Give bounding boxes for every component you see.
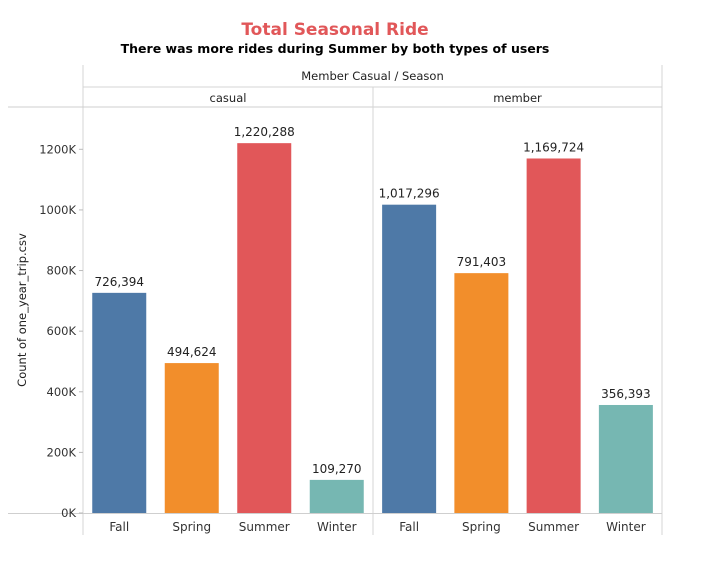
bar-member-summer	[526, 158, 581, 513]
x-tick-label-member-summer: Summer	[528, 520, 579, 534]
data-label-casual-summer: 1,220,288	[234, 125, 295, 139]
y-tick-label: 1000K	[39, 203, 76, 217]
y-tick-label: 400K	[47, 385, 77, 399]
data-label-member-summer: 1,169,724	[523, 140, 584, 154]
x-tick-label-casual-winter: Winter	[317, 520, 357, 534]
x-tick-label-member-winter: Winter	[606, 520, 646, 534]
bar-casual-fall	[92, 292, 147, 513]
chart-subtitle: There was more rides during Summer by bo…	[120, 41, 550, 56]
y-tick-label: 1200K	[39, 142, 76, 156]
data-label-casual-spring: 494,624	[167, 345, 217, 359]
bar-casual-summer	[237, 143, 292, 513]
data-label-casual-fall: 726,394	[94, 275, 144, 289]
bar-member-winter	[598, 404, 653, 513]
bar-casual-winter	[309, 479, 364, 513]
data-label-member-fall: 1,017,296	[379, 187, 440, 201]
panel-header-casual: casual	[210, 91, 247, 105]
y-tick-label: 600K	[47, 324, 77, 338]
chart-title: Total Seasonal Ride	[241, 20, 429, 40]
data-label-casual-winter: 109,270	[312, 462, 362, 476]
x-tick-label-member-fall: Fall	[399, 520, 419, 534]
y-tick-label: 200K	[47, 445, 77, 459]
data-label-member-spring: 791,403	[457, 255, 507, 269]
column-header: Member Casual / Season	[301, 69, 443, 83]
y-tick-label: 0K	[61, 506, 76, 520]
bar-member-fall	[382, 204, 437, 513]
x-tick-label-casual-summer: Summer	[239, 520, 290, 534]
y-axis-label: Count of one_year_trip.csv	[15, 233, 29, 387]
x-tick-label-casual-fall: Fall	[109, 520, 129, 534]
x-tick-label-member-spring: Spring	[462, 520, 501, 534]
panel-header-member: member	[493, 91, 542, 105]
bar-member-spring	[454, 273, 509, 513]
data-label-member-winter: 356,393	[601, 387, 651, 401]
x-tick-label-casual-spring: Spring	[172, 520, 211, 534]
bar-casual-spring	[164, 363, 219, 513]
y-tick-label: 800K	[47, 264, 77, 278]
